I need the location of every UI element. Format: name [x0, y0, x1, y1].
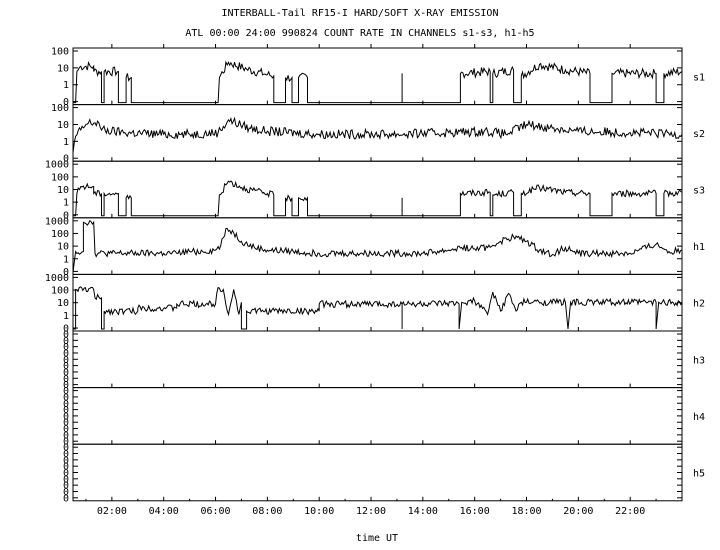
y-tick-label: 100: [51, 47, 69, 58]
y-tick-label: 0: [63, 399, 69, 410]
y-tick-label: 0: [63, 437, 69, 448]
x-axis-label: time UT: [356, 533, 398, 544]
y-tick-label: 10: [57, 63, 69, 74]
x-tick-label: 22:00: [615, 506, 645, 517]
y-tick-label: 1: [63, 198, 69, 209]
y-tick-label: 1000: [45, 273, 69, 284]
y-tick-label: 1: [63, 254, 69, 265]
y-tick-label: 0: [63, 367, 69, 378]
x-tick-label: 16:00: [460, 506, 490, 517]
panel-frame: [72, 47, 683, 106]
x-tick-label: 12:00: [356, 506, 386, 517]
y-tick-label: 1000: [45, 160, 69, 171]
y-tick-label: 0: [63, 374, 69, 385]
x-tick-label: 18:00: [511, 506, 541, 517]
y-tick-label: 0: [63, 474, 69, 485]
y-tick-label: 100: [51, 103, 69, 114]
panel-frame: [72, 443, 683, 502]
y-tick-label: 10: [57, 185, 69, 196]
panel-frame: [72, 330, 683, 389]
x-tick-label: 10:00: [304, 506, 334, 517]
x-tick-label: 06:00: [200, 506, 230, 517]
channel-label: s1: [693, 72, 705, 83]
y-tick-label: 0: [63, 361, 69, 372]
chart-subtitle: ATL 00:00 24:00 990824 COUNT RATE IN CHA…: [185, 28, 535, 39]
series-line-s2: [72, 116, 683, 154]
channel-label: h3: [693, 355, 705, 366]
y-tick-label: 0: [63, 487, 69, 498]
y-tick-label: 1000: [45, 216, 69, 227]
channel-label: h1: [693, 242, 705, 253]
series-line-s1: [73, 60, 683, 104]
y-tick-label: 100: [51, 229, 69, 240]
y-tick-label: 0: [63, 336, 69, 347]
y-tick-label: 0: [63, 154, 69, 165]
x-tick-label: 20:00: [563, 506, 593, 517]
y-tick-label: 0: [63, 324, 69, 335]
y-tick-label: 0: [63, 267, 69, 278]
panel-frame: [72, 217, 683, 275]
panel-frame: [72, 387, 683, 445]
y-tick-label: 0: [63, 330, 69, 341]
channel-label: h2: [693, 299, 705, 310]
channel-label: s3: [693, 186, 705, 197]
chart-title: INTERBALL-Tail RF15-I HARD/SOFT X-RAY EM…: [221, 8, 499, 19]
series-line-h2: [73, 286, 683, 330]
channel-label: s2: [693, 129, 705, 140]
y-tick-label: 10: [57, 298, 69, 309]
y-tick-label: 1: [63, 80, 69, 91]
series-line-h1: [72, 219, 683, 273]
y-tick-label: 1: [63, 137, 69, 148]
x-tick-label: 08:00: [252, 506, 282, 517]
x-tick-label: 14:00: [408, 506, 438, 517]
y-tick-label: 0: [63, 392, 69, 403]
y-tick-label: 0: [63, 97, 69, 108]
panel-frame: [72, 160, 683, 219]
y-tick-label: 100: [51, 172, 69, 183]
y-tick-label: 0: [63, 355, 69, 366]
x-tick-label: 02:00: [97, 506, 127, 517]
y-tick-label: 10: [57, 242, 69, 253]
y-tick-label: 0: [63, 348, 69, 359]
y-tick-label: 0: [63, 405, 69, 416]
y-tick-label: 0: [63, 411, 69, 422]
y-tick-label: 0: [63, 449, 69, 460]
y-tick-label: 1: [63, 311, 69, 322]
channel-label: h5: [693, 469, 705, 480]
y-tick-label: 0: [63, 468, 69, 479]
channel-label: h4: [693, 412, 705, 423]
y-tick-label: 0: [63, 455, 69, 466]
y-tick-label: 10: [57, 120, 69, 131]
y-tick-label: 0: [63, 443, 69, 454]
y-tick-label: 0: [63, 462, 69, 473]
y-tick-label: 0: [63, 380, 69, 391]
y-tick-label: 0: [63, 386, 69, 397]
y-tick-label: 0: [63, 418, 69, 429]
series-line-s3: [73, 180, 683, 217]
y-tick-label: 0: [63, 493, 69, 504]
y-tick-label: 0: [63, 424, 69, 435]
y-tick-label: 0: [63, 481, 69, 492]
y-tick-label: 100: [51, 286, 69, 297]
y-tick-label: 0: [63, 210, 69, 221]
y-tick-label: 0: [63, 342, 69, 353]
y-tick-label: 0: [63, 430, 69, 441]
x-tick-label: 04:00: [149, 506, 179, 517]
